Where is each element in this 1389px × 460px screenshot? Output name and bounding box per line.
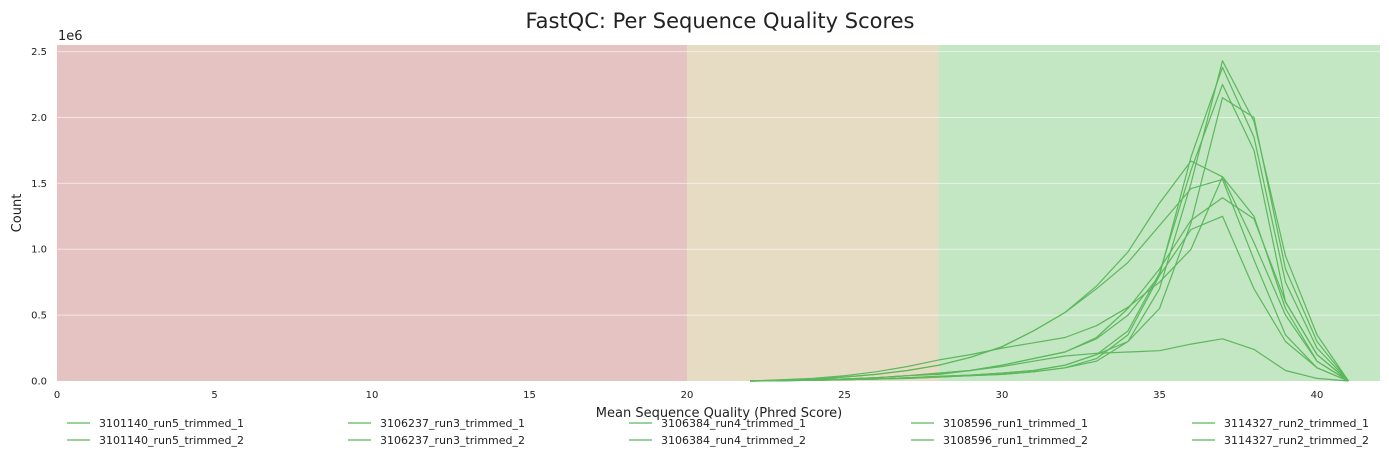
legend-entry: 3114327_run2_trimmed_2 bbox=[1224, 434, 1369, 447]
legend-entry: 3108596_run1_trimmed_2 bbox=[943, 434, 1088, 447]
x-axis-label: Mean Sequence Quality (Phred Score) bbox=[596, 406, 842, 421]
y-tick-label: 1.0 bbox=[31, 245, 47, 256]
series-line-3106384_run4_trimmed_2 bbox=[749, 97, 1349, 382]
legend-entry: 3114327_run2_trimmed_1 bbox=[1224, 417, 1369, 430]
y-tick-label: 2.5 bbox=[31, 47, 47, 58]
gridlines bbox=[57, 51, 1380, 316]
x-tick-label: 0 bbox=[54, 390, 60, 401]
x-tick-label: 15 bbox=[523, 390, 536, 401]
chart-title: FastQC: Per Sequence Quality Scores bbox=[525, 9, 914, 33]
legend-entry: 3106384_run4_trimmed_1 bbox=[661, 417, 806, 430]
x-axis-ticks: 0 5 10 15 20 25 30 35 40 bbox=[54, 390, 1324, 401]
y-tick-label: 0.5 bbox=[31, 311, 47, 322]
quality-band-1 bbox=[687, 45, 939, 381]
x-tick-label: 10 bbox=[366, 390, 379, 401]
quality-band-0 bbox=[57, 45, 687, 381]
legend-entry: 3106237_run3_trimmed_2 bbox=[380, 434, 525, 447]
x-tick-label: 5 bbox=[211, 390, 217, 401]
legend-entry: 3106237_run3_trimmed_1 bbox=[380, 417, 525, 430]
legend-entry: 3106384_run4_trimmed_2 bbox=[661, 434, 806, 447]
y-axis-multiplier: 1e6 bbox=[58, 29, 83, 44]
legend-entry: 3101140_run5_trimmed_1 bbox=[99, 417, 244, 430]
y-tick-label: 1.5 bbox=[31, 179, 47, 190]
quality-band-2 bbox=[939, 45, 1380, 381]
series-line-3114327_run2_trimmed_2 bbox=[749, 338, 1349, 382]
quality-bands bbox=[57, 45, 1380, 381]
y-axis-ticks: 0.0 0.5 1.0 1.5 2.0 2.5 bbox=[31, 47, 47, 387]
x-tick-label: 30 bbox=[996, 390, 1009, 401]
legend: 3101140_run5_trimmed_1 3101140_run5_trimm… bbox=[67, 417, 1369, 447]
legend-entry: 3101140_run5_trimmed_2 bbox=[99, 434, 244, 447]
y-tick-label: 0.0 bbox=[31, 377, 47, 388]
x-tick-label: 40 bbox=[1311, 390, 1324, 401]
y-tick-label: 2.0 bbox=[31, 113, 47, 124]
x-tick-label: 35 bbox=[1153, 390, 1166, 401]
legend-entry: 3108596_run1_trimmed_1 bbox=[943, 417, 1088, 430]
y-axis-label: Count bbox=[10, 194, 25, 233]
series-lines bbox=[749, 60, 1349, 382]
series-line-3108596_run1_trimmed_2 bbox=[749, 178, 1349, 382]
x-tick-label: 25 bbox=[838, 390, 851, 401]
x-tick-label: 20 bbox=[681, 390, 694, 401]
series-line-3114327_run2_trimmed_1 bbox=[749, 176, 1349, 382]
